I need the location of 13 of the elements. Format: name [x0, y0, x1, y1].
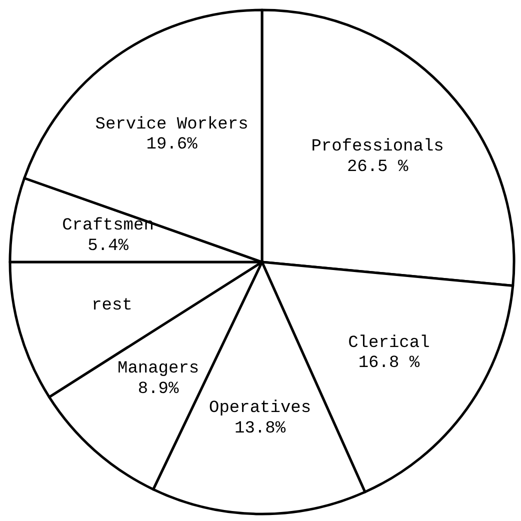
slice-label: Service Workers	[95, 116, 248, 135]
slice-label: Operatives	[209, 400, 312, 419]
slice-label: Clerical	[348, 334, 430, 354]
data-label: 5.4%	[88, 237, 130, 256]
slice-label: Professionals	[311, 138, 444, 158]
slice-label: Managers	[117, 360, 200, 380]
data-label: 13.8%	[234, 420, 286, 439]
data-label: 16.8 %	[358, 354, 420, 374]
slice-label: Craftsmen	[62, 216, 154, 236]
data-label: 8.9%	[138, 380, 180, 400]
data-label: 26.5 %	[346, 158, 409, 178]
data-label: 19.6%	[146, 136, 198, 156]
slice-label: rest	[92, 297, 132, 316]
